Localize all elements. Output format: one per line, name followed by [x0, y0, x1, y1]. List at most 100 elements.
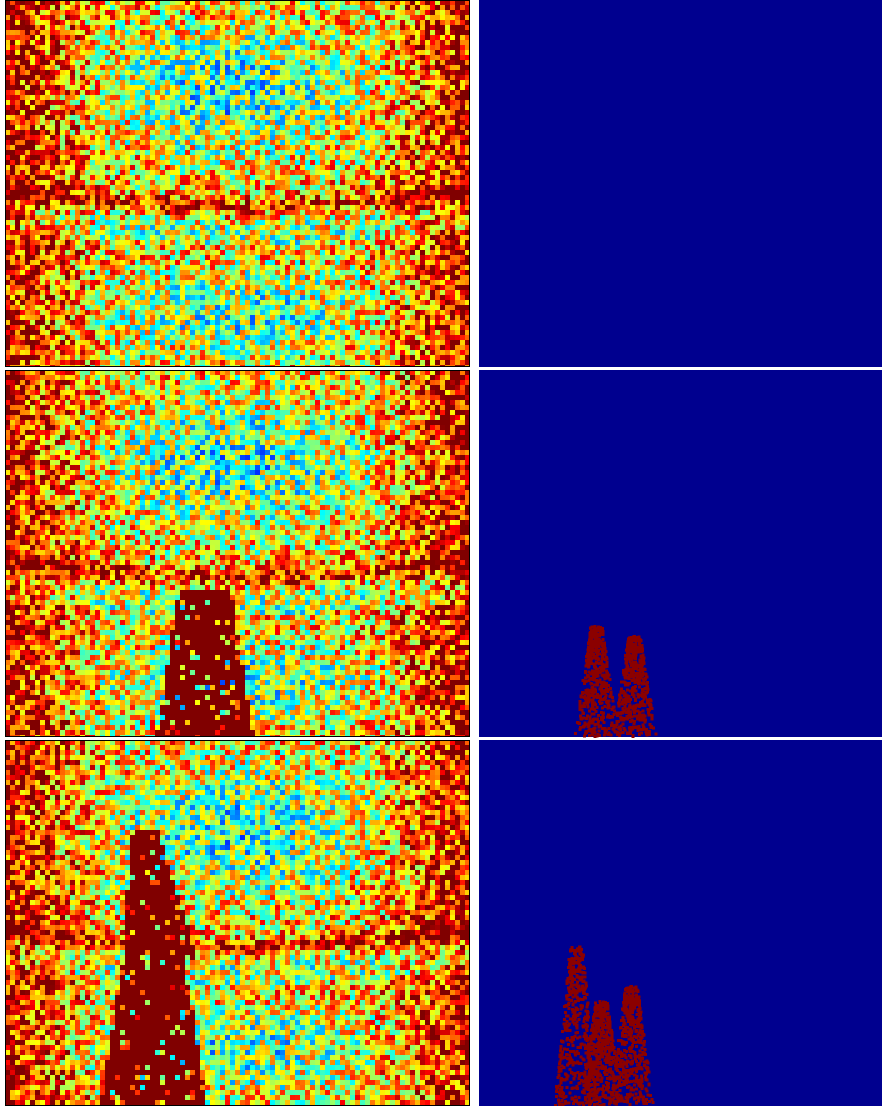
heat-cell [430, 25, 435, 30]
heat-cell [220, 180, 225, 185]
heat-cell [150, 215, 155, 220]
heat-cell [150, 75, 155, 80]
heat-cell [10, 225, 15, 230]
heat-cell [415, 210, 420, 215]
heat-cell [330, 120, 335, 125]
heat-cell [335, 35, 340, 40]
heat-cell [105, 250, 110, 255]
heat-cell [215, 120, 220, 125]
heat-cell [70, 45, 75, 50]
heat-cell [95, 125, 100, 130]
heat-cell [285, 95, 290, 100]
heat-cell [10, 250, 15, 255]
heat-cell [290, 25, 295, 30]
heat-cell [65, 220, 70, 225]
heat-cell [325, 165, 330, 170]
heat-cell [320, 165, 325, 170]
heat-cell [150, 40, 155, 45]
heat-cell [385, 210, 390, 215]
heat-cell [200, 145, 205, 150]
heat-cell [20, 5, 25, 10]
heat-cell [335, 95, 340, 100]
heat-cell [290, 65, 295, 70]
heat-cell [125, 40, 130, 45]
heat-cell [360, 245, 365, 250]
heat-cell [75, 250, 80, 255]
heat-cell [290, 95, 295, 100]
heat-cell [235, 95, 240, 100]
heat-cell [265, 105, 270, 110]
heat-cell [355, 225, 360, 230]
heat-cell [80, 160, 85, 165]
heat-cell [155, 265, 160, 270]
heat-cell [460, 205, 465, 210]
heat-cell [255, 40, 260, 45]
heat-cell [280, 210, 285, 215]
heat-cell [30, 150, 35, 155]
heat-cell [35, 205, 40, 210]
heat-cell [265, 125, 270, 130]
heat-cell [345, 5, 350, 10]
heat-cell [275, 15, 280, 20]
heat-cell [145, 210, 150, 215]
heat-cell [360, 180, 365, 185]
heat-cell [195, 265, 200, 270]
heat-cell [300, 85, 305, 90]
heat-cell [430, 85, 435, 90]
heat-cell [175, 205, 180, 210]
heat-cell [270, 60, 275, 65]
heat-cell [340, 80, 345, 85]
heat-cell [170, 35, 175, 40]
heat-cell [175, 50, 180, 55]
heat-cell [90, 25, 95, 30]
heat-cell [210, 10, 215, 15]
heat-cell [215, 95, 220, 100]
heat-cell [240, 215, 245, 220]
heat-cell [35, 235, 40, 240]
heat-cell [170, 180, 175, 185]
heat-cell [125, 80, 130, 85]
heat-cell [45, 70, 50, 75]
heat-cell [205, 85, 210, 90]
heat-cell [430, 155, 435, 160]
heat-cell [245, 60, 250, 65]
heat-cell [300, 150, 305, 155]
heat-cell [280, 180, 285, 185]
heat-cell [80, 105, 85, 110]
heat-cell [365, 150, 370, 155]
heat-cell [460, 55, 465, 60]
heat-cell [270, 105, 275, 110]
heat-cell [460, 140, 465, 145]
heat-cell [155, 20, 160, 25]
heat-cell [200, 225, 205, 230]
heat-cell [35, 30, 40, 35]
heat-cell [15, 60, 20, 65]
heat-cell [210, 160, 215, 165]
heat-cell [370, 260, 375, 265]
heat-cell [240, 75, 245, 80]
heat-cell [455, 160, 460, 165]
heat-cell [165, 95, 170, 100]
heat-cell [320, 70, 325, 75]
heat-cell [440, 215, 445, 220]
heat-cell [290, 30, 295, 35]
heat-cell [155, 125, 160, 130]
heat-cell [295, 125, 300, 130]
heat-cell [80, 215, 85, 220]
heat-cell [280, 45, 285, 50]
heat-cell [335, 50, 340, 55]
heat-cell [230, 70, 235, 75]
heat-cell [400, 40, 405, 45]
heat-cell [45, 140, 50, 145]
heat-cell [315, 215, 320, 220]
heat-cell [375, 195, 380, 200]
heat-cell [250, 65, 255, 70]
heat-cell [445, 230, 450, 235]
heat-cell [270, 230, 275, 235]
heat-cell [375, 220, 380, 225]
heat-cell [15, 130, 20, 135]
heat-cell [145, 25, 150, 30]
heat-cell [330, 160, 335, 165]
heat-cell [455, 235, 460, 240]
heat-cell [55, 35, 60, 40]
